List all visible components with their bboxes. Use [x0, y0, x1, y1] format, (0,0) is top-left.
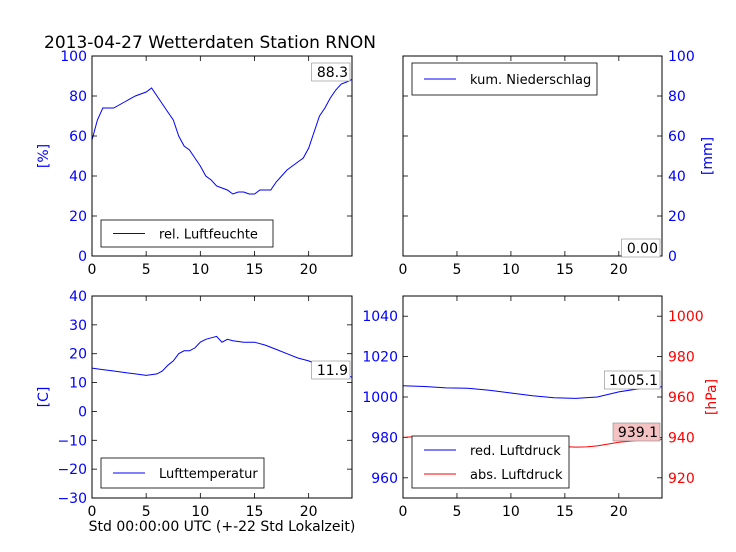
- x-tick-label: 15: [556, 504, 574, 520]
- axes-frame: [402, 295, 663, 499]
- x-tick-label: 15: [556, 262, 574, 278]
- panel-temperature: 0 5 10 15 20 −30 −20 −10 0 10 20 30 40 [C] Lufttempera…: [36, 289, 353, 520]
- y-tick-label: 40: [668, 169, 686, 185]
- reduced-pressure-last-value: 1005.1: [609, 373, 658, 389]
- y-right-tick-label: 960: [668, 390, 695, 406]
- y-tick-label: −20: [57, 462, 87, 478]
- y-tick-label: 960: [371, 471, 398, 487]
- y-right-tick-label: 1000: [668, 309, 704, 325]
- absolute-pressure-last-value-box: [612, 422, 661, 442]
- x-tick-label: 0: [399, 504, 408, 520]
- y-tick-label: 1020: [362, 350, 398, 366]
- x-tick-label: 5: [142, 504, 151, 520]
- y-tick-label: 80: [69, 89, 87, 105]
- legend-temperature: Lufttemperatur: [100, 457, 265, 489]
- humidity-last-value-box: [311, 62, 351, 82]
- y-tick-label: 1000: [362, 390, 398, 406]
- y-tick-label: 80: [668, 89, 686, 105]
- legend-humidity: rel. Luftfeuchte: [100, 219, 274, 248]
- y-tick-label: 20: [69, 209, 87, 225]
- y-right-tick-label: 940: [668, 430, 695, 446]
- x-tick-label: 0: [399, 262, 408, 278]
- x-tick-label: 5: [452, 504, 461, 520]
- y-tick-label: 0: [78, 249, 87, 265]
- x-tick-label: 20: [300, 504, 318, 520]
- x-tick-label: 20: [610, 262, 628, 278]
- y-tick-label: 30: [69, 318, 87, 334]
- y-right-tick-label: 920: [668, 471, 695, 487]
- humidity-last-value: 88.3: [317, 65, 348, 81]
- y-tick-label: 10: [69, 376, 87, 392]
- y-axis-label-right: [hPa]: [704, 379, 720, 415]
- x-tick-label: 5: [452, 262, 461, 278]
- precipitation-last-value: 0.00: [627, 241, 658, 257]
- y-tick-label: 40: [69, 169, 87, 185]
- axes-frame: [91, 55, 353, 257]
- y-tick-label: 60: [668, 129, 686, 145]
- series-line-rel-luftfeuchte: [92, 78, 352, 195]
- x-tick-label: 20: [300, 262, 318, 278]
- reduced-pressure-last-value-box: [604, 370, 661, 390]
- x-tick-label: 15: [246, 504, 264, 520]
- legend-label: kum. Niederschlag: [470, 73, 591, 88]
- absolute-pressure-last-value: 939.1: [618, 425, 658, 441]
- x-tick-label: 15: [246, 262, 264, 278]
- x-tick-label: 20: [610, 504, 628, 520]
- temperature-last-value: 11.9: [317, 363, 348, 379]
- y-tick-label: −30: [57, 491, 87, 507]
- y-tick-label: 40: [69, 289, 87, 305]
- figure-title: 2013-04-27 Wetterdaten Station RNON: [44, 33, 376, 53]
- legend-precipitation: kum. Niederschlag: [411, 62, 598, 96]
- legend-label: abs. Luftdruck: [470, 468, 563, 483]
- precipitation-last-value-box: [621, 238, 661, 258]
- y-tick-label: 980: [371, 430, 398, 446]
- y-tick-label: −10: [57, 433, 87, 449]
- panel-humidity: 0 5 10 15 20 0 20 40 60 80 100 [%] rel. Luftfeuchte 8…: [36, 49, 353, 278]
- x-tick-label: 10: [502, 262, 520, 278]
- series-line-lufttemperatur: [92, 335, 352, 378]
- y-tick-label: 1040: [362, 309, 398, 325]
- y-tick-label: 0: [668, 249, 677, 265]
- axes-frame: [91, 295, 353, 499]
- y-axis-label: [%]: [36, 144, 52, 168]
- y-axis-label: [C]: [36, 387, 52, 408]
- panel-pressure: 0 5 10 15 20 960 980 1000 1020 1040 920 940 960 980 10…: [362, 295, 720, 520]
- y-tick-label: 20: [69, 347, 87, 363]
- panel-precipitation: 0 5 10 15 20 0 20 40 60 80 100 [mm] kum. Niederschla…: [399, 49, 716, 278]
- temperature-last-value-box: [311, 360, 351, 380]
- x-tick-label: 10: [191, 504, 209, 520]
- y-axis-label: [mm]: [700, 137, 716, 175]
- legend-label: red. Luftdruck: [470, 444, 561, 459]
- y-right-tick-label: 980: [668, 350, 695, 366]
- y-tick-label: 100: [60, 49, 87, 65]
- axes-frame: [402, 55, 663, 257]
- x-tick-label: 5: [142, 262, 151, 278]
- legend-label: Lufttemperatur: [159, 467, 258, 482]
- y-tick-label: 60: [69, 129, 87, 145]
- x-tick-label: 10: [502, 504, 520, 520]
- x-tick-label: 0: [88, 262, 97, 278]
- legend-pressure: red. Luftdruck abs. Luftdruck: [411, 435, 570, 489]
- y-tick-label: 0: [78, 404, 87, 420]
- y-tick-label: 20: [668, 209, 686, 225]
- y-tick-label: 100: [668, 49, 695, 65]
- series-line-red-luftdruck: [403, 385, 662, 399]
- x-tick-label: 0: [88, 504, 97, 520]
- legend-box: [411, 435, 570, 489]
- x-tick-label: 10: [191, 262, 209, 278]
- legend-label: rel. Luftfeuchte: [159, 228, 258, 243]
- x-axis-label: Std 00:00:00 UTC (+-22 Std Lokalzeit): [89, 519, 356, 535]
